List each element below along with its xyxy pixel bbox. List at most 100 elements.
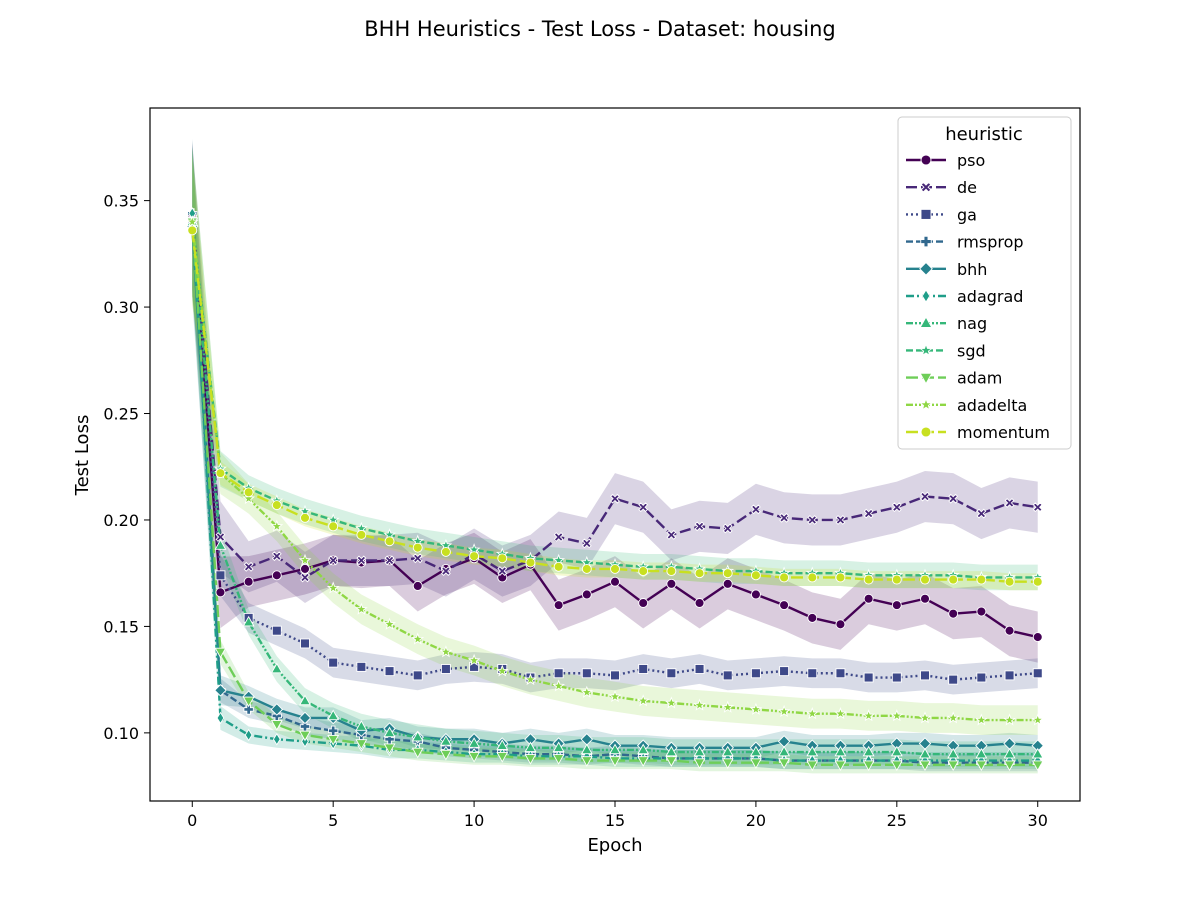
- data-point-bhh: [214, 684, 227, 697]
- data-point-nag: [1003, 747, 1016, 759]
- data-point-adam: [214, 647, 227, 659]
- data-point-momentum: [835, 572, 846, 583]
- data-point-ga: [807, 668, 818, 679]
- data-point-nag: [834, 745, 847, 757]
- data-point-nag: [609, 743, 621, 755]
- data-point-pso: [891, 600, 902, 611]
- data-point-adadelta: [439, 645, 453, 658]
- data-point-de: [863, 508, 874, 519]
- legend-label: momentum: [957, 423, 1050, 442]
- data-point-pso: [666, 578, 677, 589]
- data-point-bhh: [270, 703, 284, 716]
- data-point-de: [553, 532, 564, 542]
- data-point-pso: [863, 593, 874, 604]
- data-point-ga: [750, 668, 761, 679]
- data-point-adadelta: [664, 696, 678, 709]
- legend-label: pso: [957, 151, 985, 170]
- x-tick-label: 20: [746, 811, 766, 830]
- data-point-de: [440, 566, 451, 576]
- data-point-ga: [948, 674, 959, 685]
- data-point-nag: [355, 720, 368, 731]
- legend-item-momentum: momentum: [906, 423, 1050, 442]
- legend-marker: [919, 372, 933, 385]
- confidence-band-ga: [192, 147, 1038, 695]
- data-point-momentum: [440, 546, 451, 557]
- data-point-ga: [863, 672, 874, 683]
- data-point-nag: [411, 730, 424, 742]
- x-tick-label: 15: [605, 811, 625, 830]
- legend-item-sgd: sgd: [906, 341, 986, 360]
- data-point-adagrad: [301, 735, 309, 748]
- data-point-momentum: [779, 572, 790, 583]
- data-point-ga: [384, 666, 395, 677]
- legend-label: bhh: [957, 260, 987, 279]
- data-point-adadelta: [636, 694, 650, 707]
- data-point-adadelta: [1031, 713, 1045, 726]
- data-point-adam: [552, 754, 565, 765]
- data-point-adadelta: [270, 519, 284, 532]
- data-point-de: [779, 512, 790, 523]
- legend-items: pso de ga rmsprop bhh adagrad nag sgd adam adadel…: [906, 151, 1050, 442]
- data-point-momentum: [638, 566, 649, 577]
- data-point-de: [722, 523, 733, 534]
- data-point-momentum: [666, 566, 677, 577]
- data-point-pso: [779, 600, 790, 611]
- data-point-ga: [1032, 668, 1043, 679]
- data-point-nag: [947, 747, 960, 759]
- data-point-adam: [355, 739, 368, 750]
- data-point-de: [1004, 498, 1015, 508]
- data-point-de: [581, 538, 592, 549]
- data-point-ga: [976, 672, 987, 683]
- data-point-momentum: [215, 468, 226, 479]
- data-point-ga: [694, 664, 705, 674]
- data-point-adagrad: [272, 733, 281, 746]
- data-point-pso: [215, 587, 226, 598]
- legend-marker: [921, 289, 931, 303]
- data-point-adam: [637, 756, 650, 767]
- data-point-momentum: [891, 574, 902, 585]
- data-point-ga: [1004, 670, 1015, 681]
- data-point-ga: [440, 664, 451, 674]
- data-point-momentum: [356, 529, 367, 540]
- data-point-nag: [806, 745, 819, 757]
- data-point-pso: [412, 581, 423, 591]
- data-point-adadelta: [552, 679, 566, 692]
- data-point-adadelta: [834, 707, 847, 720]
- data-point-ga: [638, 664, 649, 674]
- data-point-adadelta: [721, 700, 735, 713]
- legend-marker: [919, 343, 933, 357]
- legend-item-ga: ga: [906, 205, 977, 224]
- x-axis-ticks: 0 5 10 15 20 25 30: [187, 801, 1048, 830]
- data-point-ga: [328, 657, 339, 668]
- data-point-nag: [242, 615, 255, 627]
- data-point-pso: [553, 600, 564, 611]
- legend-item-rmsprop: rmsprop: [906, 233, 1024, 252]
- data-point-de: [694, 521, 705, 532]
- legend-box: [897, 116, 1072, 450]
- data-point-de: [412, 553, 423, 564]
- data-point-momentum: [976, 574, 987, 585]
- legend-label: adadelta: [957, 396, 1027, 415]
- data-point-adadelta: [918, 711, 932, 724]
- data-point-de: [920, 491, 930, 502]
- data-point-momentum: [243, 487, 254, 498]
- data-point-de: [384, 555, 395, 566]
- legend-item-nag: nag: [906, 314, 987, 333]
- data-point-momentum: [948, 574, 959, 585]
- y-tick-label: 0.25: [103, 405, 139, 424]
- data-point-ga: [610, 670, 620, 681]
- data-point-adam: [749, 758, 762, 769]
- y-axis-ticks: 0.10 0.15 0.20 0.25 0.30 0.35: [103, 192, 150, 743]
- data-point-adadelta: [411, 632, 425, 645]
- data-point-pso: [610, 576, 620, 587]
- data-point-adam: [1031, 760, 1044, 772]
- data-point-adam: [947, 760, 960, 772]
- data-point-nag: [665, 745, 678, 757]
- data-point-adagrad: [216, 711, 225, 725]
- legend-label: ga: [957, 205, 977, 224]
- data-point-adadelta: [495, 664, 509, 677]
- data-point-pso: [694, 598, 705, 608]
- data-point-adam: [693, 758, 706, 769]
- data-point-adam: [834, 760, 847, 772]
- data-point-nag: [975, 747, 988, 759]
